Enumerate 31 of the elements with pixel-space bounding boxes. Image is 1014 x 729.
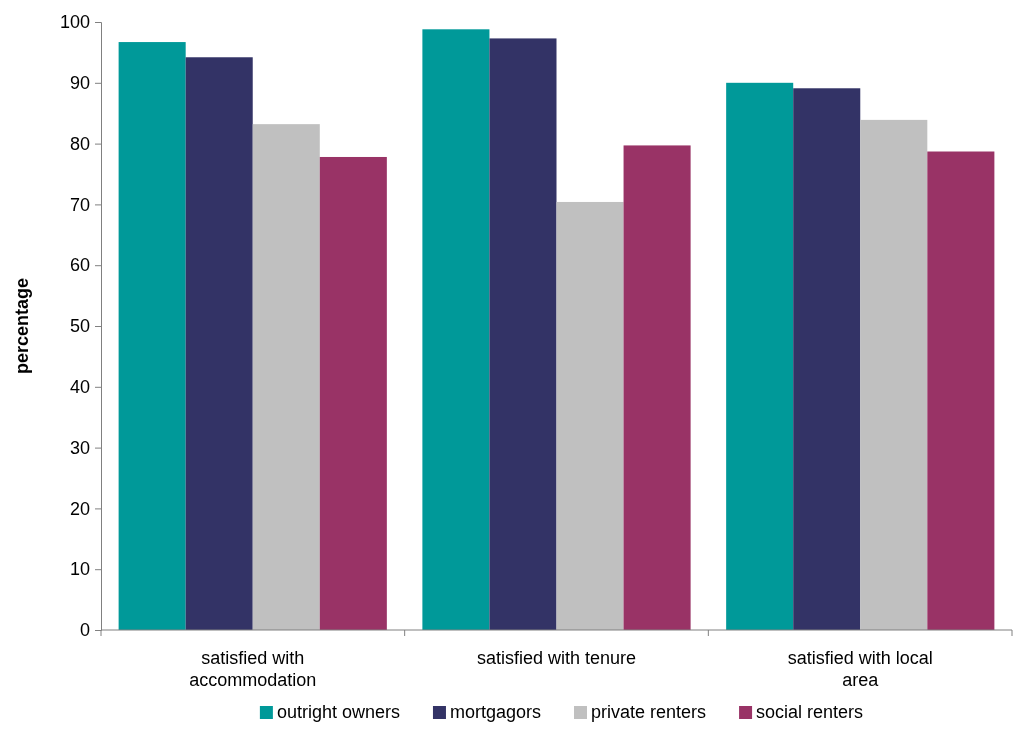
bar: [489, 38, 557, 630]
y-tick-label: 50: [69, 316, 90, 337]
y-tick-label: 70: [69, 194, 90, 215]
bar: [118, 42, 186, 630]
y-tick-label: 10: [69, 559, 90, 580]
legend-label: outright owners: [276, 702, 400, 722]
y-tick-label: 60: [69, 255, 90, 276]
y-axis-title: percentage: [12, 277, 32, 375]
bar: [726, 82, 794, 630]
bar: [860, 119, 928, 630]
bar: [623, 145, 691, 630]
bar: [793, 88, 861, 630]
bar: [422, 29, 490, 630]
legend-label: social renters: [756, 702, 864, 722]
x-tick-label: satisfied with accommodation: [189, 648, 317, 690]
y-tick-label: 40: [69, 377, 90, 398]
x-tick-label: satisfied with tenure: [476, 648, 637, 668]
y-tick-label: 0: [79, 620, 90, 641]
bar: [556, 201, 624, 630]
y-tick-label: 20: [69, 498, 90, 519]
y-tick-label: 80: [69, 133, 90, 154]
y-tick-label: 90: [69, 73, 90, 94]
bar: [252, 124, 320, 630]
legend-label: private renters: [591, 702, 707, 722]
y-tick-label: 100: [59, 12, 90, 33]
legend-label: mortgagors: [449, 702, 542, 722]
bar: [927, 151, 995, 630]
y-tick-label: 30: [69, 437, 90, 458]
bar: [185, 57, 253, 630]
bar: [319, 156, 387, 630]
x-tick-label: satisfied with local area: [787, 648, 933, 690]
